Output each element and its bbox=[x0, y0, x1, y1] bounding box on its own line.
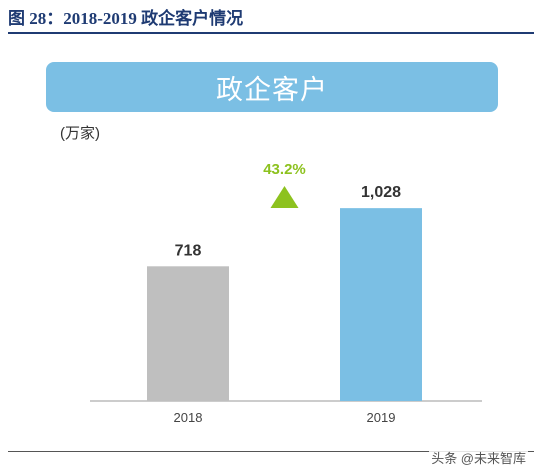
tick-label-2018: 2018 bbox=[174, 410, 203, 425]
bottom-divider bbox=[8, 451, 534, 452]
labels-layer: 718 2018 1,028 2019 bbox=[174, 184, 402, 425]
bar-2019 bbox=[340, 208, 422, 401]
growth-rate-label: 43.2% bbox=[263, 161, 306, 178]
chart-banner-label: 政企客户 bbox=[216, 74, 328, 105]
unit-label: (万家) bbox=[60, 125, 100, 142]
chart-banner: 政企客户 bbox=[46, 62, 498, 112]
annotation-layer: 43.2% bbox=[263, 161, 306, 208]
data-label-2018: 718 bbox=[175, 242, 202, 259]
up-triangle-icon bbox=[270, 186, 299, 208]
data-label-2019: 1,028 bbox=[361, 184, 401, 201]
figure-title: 图 28：2018-2019 政企客户情况 bbox=[8, 9, 244, 28]
tick-label-2019: 2019 bbox=[367, 410, 396, 425]
watermark: 头条 @未来智库 bbox=[429, 448, 528, 467]
bar-2018 bbox=[147, 266, 229, 401]
title-divider bbox=[8, 32, 534, 34]
bars-layer bbox=[147, 208, 422, 401]
